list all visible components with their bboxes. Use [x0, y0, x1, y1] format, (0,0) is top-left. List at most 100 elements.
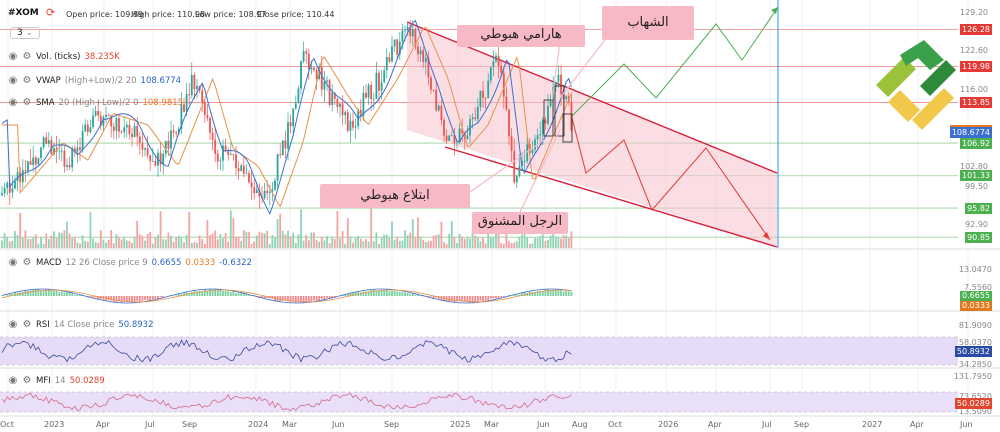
volume-bar	[536, 238, 539, 248]
candle-body	[367, 84, 370, 98]
indicator-sma[interactable]: ◉ ⚙ SMA 20 (High+Low)/2 0 108.9815	[8, 97, 183, 108]
volume-bar	[339, 238, 341, 248]
macd-histogram-bar	[383, 290, 386, 296]
volume-bar	[237, 236, 240, 248]
candle-body	[409, 27, 412, 37]
macd-histogram-bar	[391, 290, 393, 296]
macd-histogram-bar	[55, 290, 58, 296]
candle-body	[170, 130, 172, 149]
macd-histogram-bar	[40, 290, 42, 296]
candle-body	[66, 165, 68, 167]
volume-bar	[354, 238, 357, 248]
macd-histogram-bar	[107, 296, 110, 301]
candle-body	[440, 105, 443, 121]
channel-lower-line	[444, 146, 778, 248]
volume-bar	[112, 243, 115, 248]
gear-icon[interactable]: ⚙	[22, 51, 32, 62]
volume-bar	[292, 232, 295, 248]
candle-body	[138, 136, 141, 144]
refresh-icon[interactable]: ⟳	[46, 6, 56, 19]
macd-value-tag: 0.0333	[960, 301, 992, 311]
macd-histogram-bar	[565, 290, 568, 296]
indicator-vwap[interactable]: ◉ ⚙ VWAP (High+Low)/2 20 108.6774	[8, 75, 181, 86]
candle-body	[370, 84, 373, 100]
volume-bar	[198, 235, 201, 248]
candle-body	[448, 135, 451, 141]
macd-histogram-bar	[305, 296, 308, 303]
candle-body	[162, 153, 165, 165]
volume-bar	[534, 237, 536, 248]
time-axis-label: Oct	[608, 420, 622, 429]
gear-icon[interactable]: ⚙	[22, 97, 32, 108]
brand-logo	[876, 40, 956, 130]
macd-histogram-bar	[123, 296, 126, 302]
indicator-mfi[interactable]: ◉ ⚙ MFI 14 50.0289	[8, 375, 105, 386]
eye-icon[interactable]: ◉	[8, 257, 18, 268]
macd-histogram-bar	[365, 291, 367, 296]
eye-icon[interactable]: ◉	[8, 51, 18, 62]
gear-icon[interactable]: ⚙	[22, 257, 32, 268]
candle-body	[474, 117, 477, 120]
volume-bar	[461, 236, 464, 248]
mfi-band	[0, 392, 958, 412]
eye-icon[interactable]: ◉	[8, 375, 18, 386]
volume-bar	[508, 241, 510, 248]
macd-histogram-bar	[94, 296, 97, 298]
candle-body	[328, 80, 331, 105]
macd-histogram-bar	[73, 294, 76, 296]
volume-bar	[3, 233, 6, 248]
timeframe-select[interactable]: 3 ⌄	[10, 27, 41, 39]
candle-body	[562, 93, 565, 100]
gear-icon[interactable]: ⚙	[22, 319, 32, 330]
mfi-label: MFI	[36, 375, 51, 386]
candle-body	[21, 170, 24, 183]
candle-body	[521, 161, 523, 166]
macd-histogram-bar	[188, 293, 191, 296]
volume-bar	[11, 240, 14, 248]
macd-histogram-bar	[354, 291, 357, 296]
gear-icon[interactable]: ⚙	[22, 75, 32, 86]
volume-bar	[229, 210, 232, 248]
timeframe-value: 3	[17, 28, 23, 38]
macd-histogram-bar	[346, 293, 349, 296]
symbol-title[interactable]: #XOM	[8, 8, 39, 18]
volume-bar	[60, 233, 63, 248]
candle-body	[209, 118, 211, 133]
high-price: High price: 110.98	[131, 10, 206, 19]
volume-bar	[216, 239, 219, 248]
candle-body	[196, 85, 198, 90]
rsi-axis-tick: 81.9090	[958, 321, 992, 330]
candle-body	[102, 116, 105, 126]
volume-bar	[99, 230, 102, 248]
indicator-volume[interactable]: ◉ ⚙ Vol. (ticks) 38.235K	[8, 51, 120, 62]
candle-body	[300, 61, 302, 89]
candle-body	[248, 172, 250, 183]
eye-icon[interactable]: ◉	[8, 97, 18, 108]
macd-histogram-bar	[157, 296, 159, 300]
volume-bar	[71, 238, 74, 248]
eye-icon[interactable]: ◉	[8, 75, 18, 86]
macd-histogram-bar	[214, 289, 217, 296]
volume-bar	[372, 241, 375, 248]
volume-bar	[89, 212, 92, 248]
price-candles	[1, 20, 573, 209]
candle-body	[432, 89, 435, 91]
gear-icon[interactable]: ⚙	[22, 375, 32, 386]
volume-bar	[359, 238, 362, 248]
candle-body	[378, 72, 380, 91]
candle-body	[237, 168, 240, 172]
volume-bar	[42, 243, 45, 248]
candle-body	[229, 154, 232, 155]
volume-bar	[352, 242, 354, 248]
eye-icon[interactable]: ◉	[8, 319, 18, 330]
indicator-macd[interactable]: ◉ ⚙ MACD 12 26 Close price 9 0.6655 0.033…	[8, 257, 252, 268]
candle-body	[531, 149, 534, 153]
candle-body	[40, 147, 42, 159]
volume-bar	[263, 233, 266, 248]
volume-bar	[328, 243, 331, 248]
candle-body	[279, 154, 282, 156]
indicator-rsi[interactable]: ◉ ⚙ RSI 14 Close price 50.8932	[8, 319, 154, 330]
macd-histogram-bar	[297, 296, 300, 302]
macd-histogram-bar	[141, 296, 144, 301]
volume-bar	[167, 232, 170, 248]
